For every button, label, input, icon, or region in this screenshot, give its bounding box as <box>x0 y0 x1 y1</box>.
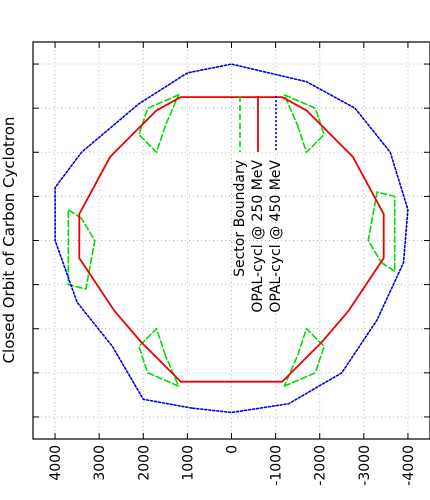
legend: Sector Boundary OPAL-cycl @ 250 MeV OPAL-c… <box>232 96 284 313</box>
legend-label: OPAL-cycl @ 450 MeV <box>268 160 284 313</box>
series-line <box>54 63 409 414</box>
series-line <box>367 191 396 273</box>
series-line <box>283 94 325 154</box>
tick-label: -2000 <box>313 445 329 486</box>
tick-label: -4000 <box>401 445 417 486</box>
series-layer <box>54 63 409 414</box>
legend-label: OPAL-cycl @ 250 MeV <box>250 160 266 313</box>
series-1 <box>78 96 385 383</box>
tick-label: 0 <box>225 445 241 454</box>
tick-marks <box>33 42 430 439</box>
chart-title: Closed Orbit of Carbon Cyclotron <box>0 117 18 364</box>
tick-label: 1000 <box>180 445 196 481</box>
tick-label: 2000 <box>136 445 152 481</box>
tick-label: 3000 <box>92 445 108 481</box>
series-line <box>138 327 180 387</box>
series-line <box>283 327 325 387</box>
series-2 <box>54 63 409 414</box>
series-line <box>138 94 180 154</box>
tick-label: 4000 <box>48 445 64 481</box>
tick-label: -3000 <box>357 445 373 486</box>
tick-label: -1000 <box>269 445 285 486</box>
tick-labels: 4000 3000 2000 1000 0 -1000 -2000 -3000 -4000 <box>48 445 417 486</box>
series-line <box>78 96 385 383</box>
series-line <box>67 208 96 290</box>
legend-label: Sector Boundary <box>232 160 248 277</box>
